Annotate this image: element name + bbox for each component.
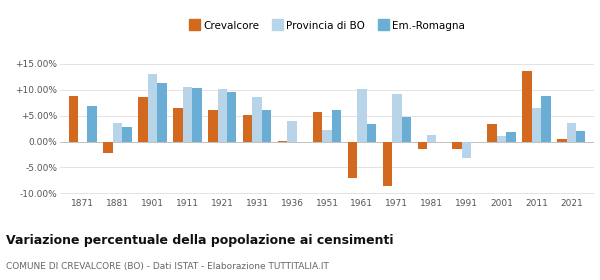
Bar: [313, 112, 322, 142]
Bar: [182, 87, 192, 142]
Bar: [88, 106, 97, 142]
Bar: [357, 89, 367, 142]
Bar: [427, 135, 436, 142]
Bar: [332, 110, 341, 142]
Bar: [541, 96, 551, 142]
Bar: [243, 115, 253, 142]
Bar: [68, 96, 78, 142]
Bar: [139, 97, 148, 142]
Bar: [253, 97, 262, 142]
Bar: [103, 142, 113, 153]
Bar: [348, 142, 357, 178]
Bar: [322, 130, 332, 142]
Bar: [392, 94, 401, 142]
Bar: [401, 117, 411, 142]
Bar: [367, 124, 376, 142]
Bar: [157, 83, 167, 142]
Bar: [576, 131, 586, 142]
Bar: [497, 136, 506, 142]
Bar: [383, 142, 392, 186]
Bar: [557, 139, 566, 142]
Bar: [487, 124, 497, 142]
Bar: [192, 88, 202, 142]
Bar: [262, 110, 271, 142]
Bar: [208, 110, 218, 142]
Bar: [287, 121, 297, 142]
Bar: [506, 132, 515, 142]
Bar: [532, 108, 541, 142]
Bar: [566, 123, 576, 142]
Bar: [227, 92, 236, 142]
Bar: [173, 108, 182, 142]
Bar: [522, 71, 532, 142]
Bar: [418, 142, 427, 149]
Bar: [452, 142, 462, 149]
Text: COMUNE DI CREVALCORE (BO) - Dati ISTAT - Elaborazione TUTTITALIA.IT: COMUNE DI CREVALCORE (BO) - Dati ISTAT -…: [6, 262, 329, 271]
Bar: [148, 74, 157, 142]
Bar: [218, 89, 227, 142]
Bar: [122, 127, 132, 142]
Bar: [462, 142, 472, 158]
Text: Variazione percentuale della popolazione ai censimenti: Variazione percentuale della popolazione…: [6, 234, 394, 247]
Bar: [113, 123, 122, 142]
Legend: Crevalcore, Provincia di BO, Em.-Romagna: Crevalcore, Provincia di BO, Em.-Romagna: [185, 17, 469, 35]
Bar: [278, 141, 287, 142]
